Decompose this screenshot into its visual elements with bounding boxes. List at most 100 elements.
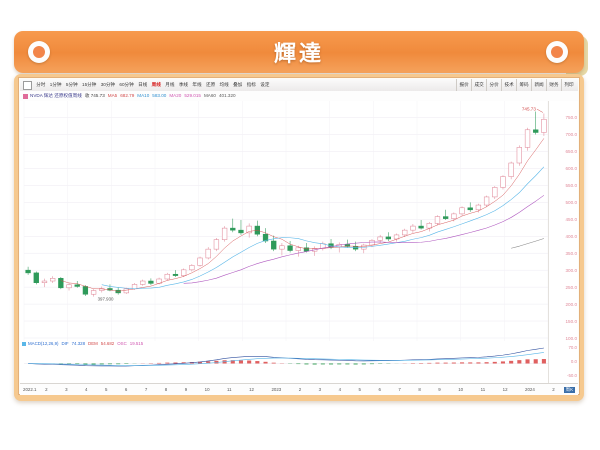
price-axis-label: 200.0 <box>565 301 578 307</box>
toolbar-right-item[interactable]: 成交 <box>471 79 486 91</box>
app-toolbar[interactable]: 分时 1分钟 5分钟 15分钟 30分钟 60分钟 日线 周线 月线 季线 年线… <box>20 79 578 92</box>
macd-axis-label: 0.0 <box>570 359 577 364</box>
ring-decoration-left-icon <box>28 41 50 63</box>
chart-card: 分时 1分钟 5分钟 15分钟 30分钟 60分钟 日线 周线 月线 季线 年线… <box>14 74 584 401</box>
time-axis-tick: 3 <box>318 387 322 392</box>
toolbar-right-item[interactable]: 列印 <box>561 79 576 91</box>
macd-dem-name: DEM <box>88 341 98 346</box>
time-axis-tick: 8 <box>164 387 168 392</box>
toolbar-item[interactable]: 1分钟 <box>49 82 62 87</box>
time-axis-tick: 2024 <box>525 387 535 392</box>
toolbar-right-item[interactable]: 分价 <box>486 79 501 91</box>
toolbar-item[interactable]: 5分钟 <box>65 82 78 87</box>
toolbar-item-active[interactable]: 周线 <box>151 82 161 87</box>
ma10-value: 583.00 <box>152 93 167 98</box>
price-axis-label: 700.0 <box>565 132 578 138</box>
title-banner: 輝達 <box>14 31 584 73</box>
time-axis-tick: 5 <box>358 387 361 392</box>
toolbar-right-item[interactable]: 报价 <box>456 79 471 91</box>
ma10-name: MA10 <box>137 93 150 98</box>
toolbar-right-item[interactable]: 新闻 <box>531 79 546 91</box>
time-axis-tick: 12 <box>502 387 508 392</box>
chart-period-badge: 周K <box>563 386 575 393</box>
price-axis-label: 350.0 <box>565 250 578 256</box>
toolbar-right-item[interactable]: 技术 <box>501 79 516 91</box>
last-quote-label: 收 745.73 <box>84 93 105 98</box>
ma5-name: MA5 <box>107 93 118 98</box>
toolbar-item[interactable]: 60分钟 <box>119 82 134 87</box>
macd-legend-bar: MACD(12,26,9) DIF 74.328 DEM 54.682 OSC … <box>22 341 578 347</box>
price-axis-label: 150.0 <box>565 318 578 324</box>
chart-canvas[interactable]: 745.73 397.930 MACD(12,26,9) DIF 74.328 D… <box>20 101 578 394</box>
toolbar-item[interactable]: 设定 <box>260 82 270 87</box>
menu-box-icon[interactable] <box>23 80 32 90</box>
time-axis-tick: 6 <box>378 387 381 392</box>
macd-pane[interactable] <box>20 345 578 382</box>
toolbar-item[interactable]: 年线 <box>192 82 202 87</box>
toolbar-item[interactable]: 还原 <box>205 82 216 87</box>
ring-decoration-right-icon <box>546 41 568 63</box>
time-axis-tick: 8 <box>418 387 421 392</box>
toolbar-item[interactable]: 指标 <box>246 82 256 87</box>
toolbar-right-item[interactable]: 财务 <box>546 79 561 91</box>
time-axis-tick: 4 <box>85 387 88 392</box>
toolbar-right-item[interactable]: 筹码 <box>516 79 531 91</box>
ma20-name: MA20 <box>169 93 182 98</box>
toolbar-item[interactable]: 叠加 <box>233 82 243 87</box>
time-axis-tick: 10 <box>204 387 210 392</box>
toolbar-item[interactable]: 均线 <box>219 82 229 87</box>
price-axis-label: 250.0 <box>565 284 578 290</box>
price-axis-label: 400.0 <box>565 233 578 239</box>
price-axis-label: 650.0 <box>565 148 578 154</box>
macd-dif-value: 74.328 <box>71 341 86 346</box>
time-axis-tick: 2 <box>298 387 302 392</box>
toolbar-item[interactable]: 季线 <box>178 82 189 87</box>
toolbar-right-group[interactable]: 报价 成交 分价 技术 筹码 新闻 财务 列印 <box>456 79 578 91</box>
macd-title: MACD(12,26,9) <box>28 341 59 346</box>
price-axis: 750.0 700.0 650.0 600.0 550.0 500.0 450.0 400.0… <box>548 101 579 383</box>
toolbar-item[interactable]: 15分钟 <box>82 82 97 87</box>
time-axis-tick: 9 <box>438 387 441 392</box>
toolbar-item[interactable]: 日线 <box>138 82 148 87</box>
macd-chart <box>24 347 548 367</box>
candlestick-chart: 745.73 397.930 <box>23 101 549 341</box>
time-axis-tick: 4 <box>338 387 342 392</box>
time-axis-tick: 12 <box>249 387 254 392</box>
time-axis-tick: 7 <box>144 387 148 392</box>
price-pane[interactable]: 745.73 397.930 <box>20 101 578 341</box>
time-axis-tick: 2023 <box>271 387 282 392</box>
legend-swatch-icon <box>23 93 28 99</box>
price-axis-label: 500.0 <box>565 199 578 205</box>
time-axis-tick: 3 <box>65 387 68 392</box>
time-axis-tick: 7 <box>398 387 401 392</box>
time-axis-tick: 9 <box>184 387 188 392</box>
time-axis-tick: 11 <box>480 387 486 392</box>
svg-text:745.73: 745.73 <box>522 106 536 111</box>
time-axis-tick: 2 <box>552 387 555 392</box>
macd-dif-name: DIF <box>61 341 69 346</box>
price-axis-label: 450.0 <box>565 216 578 222</box>
toolbar-item[interactable]: 30分钟 <box>100 82 116 87</box>
macd-axis-label: -50.0 <box>566 373 577 378</box>
ma60-name: MA60 <box>203 93 216 98</box>
macd-dem-value: 54.682 <box>100 341 115 346</box>
macd-axis-label: 70.0 <box>568 345 577 350</box>
price-axis-label: 750.0 <box>565 115 578 121</box>
toolbar-item[interactable]: 分时 <box>36 82 46 87</box>
time-axis-tick: 11 <box>227 387 232 392</box>
svg-text:397.930: 397.930 <box>98 297 114 302</box>
time-axis: 2022.1 2 3 4 5 6 7 8 9 10 11 12 2023 2 3 4 5 6 7 8 9 10 11 12 2… <box>20 383 578 395</box>
time-axis-tick: 6 <box>124 387 128 392</box>
ma20-value: 529.015 <box>184 93 201 98</box>
legend-swatch-icon <box>22 342 26 346</box>
macd-osc-value: 19.515 <box>129 341 144 346</box>
macd-osc-name: OSC <box>117 341 127 346</box>
chart-app-window: 分时 1分钟 5分钟 15分钟 30分钟 60分钟 日线 周线 月线 季线 年线… <box>18 77 580 395</box>
toolbar-item[interactable]: 月线 <box>165 82 175 87</box>
ma5-value: 682.79 <box>120 93 135 98</box>
time-axis-tick: 2 <box>45 387 48 392</box>
price-axis-label: 600.0 <box>565 165 578 171</box>
price-axis-label: 550.0 <box>565 182 578 188</box>
ma60-value: 401.320 <box>218 93 236 98</box>
